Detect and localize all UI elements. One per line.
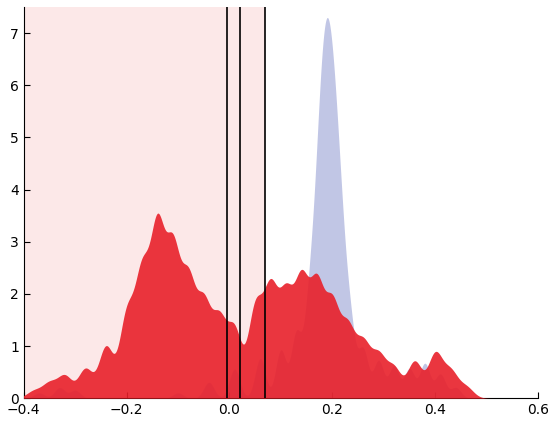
Bar <box>24 7 265 398</box>
Bar <box>227 7 265 398</box>
